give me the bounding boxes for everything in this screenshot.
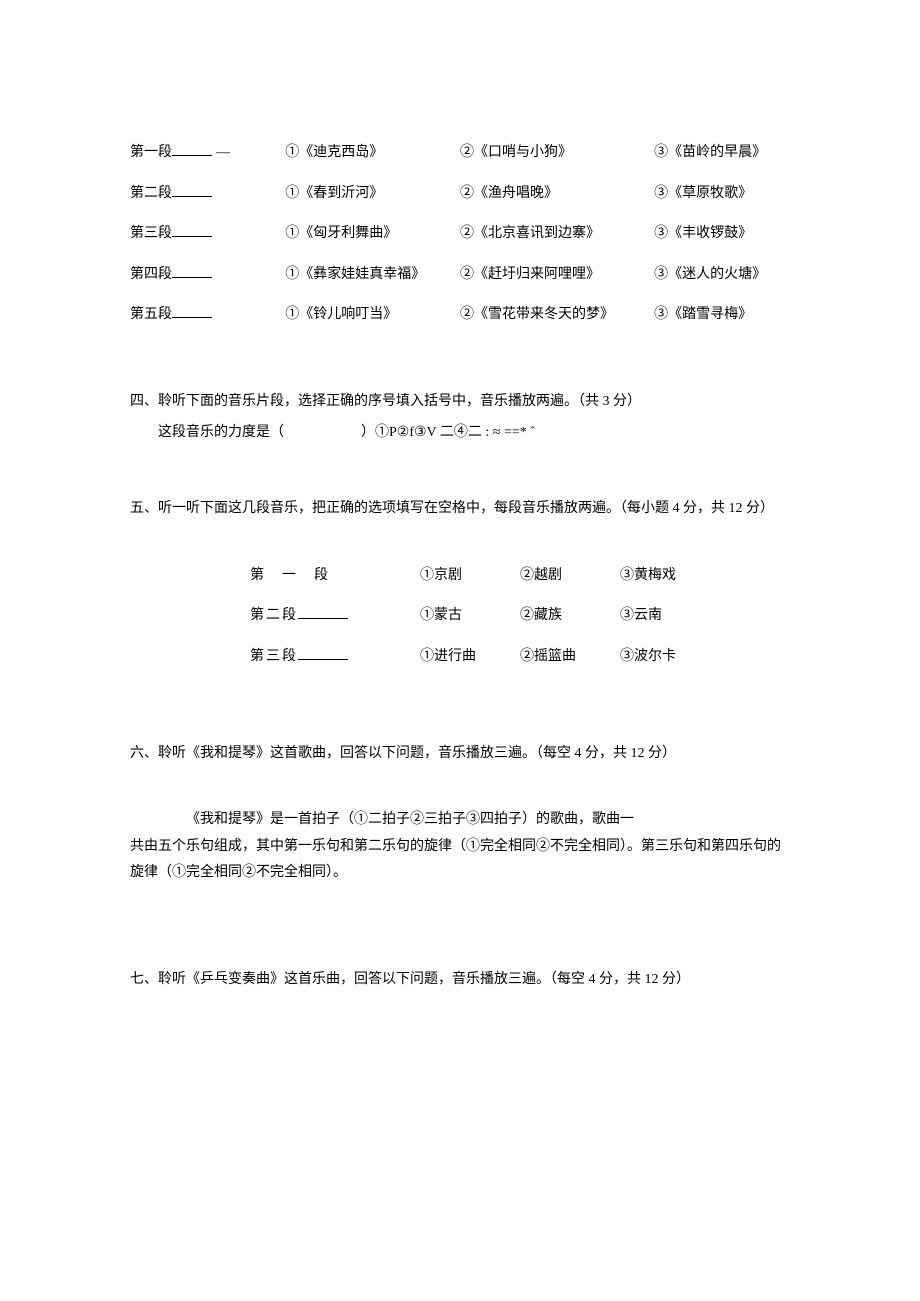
fill-blank[interactable]: [172, 264, 212, 278]
option-2: ②摇篮曲: [520, 644, 620, 671]
question-5: 五、听一听下面这几段音乐，把正确的选项填写在空格中，每段音乐播放两遍。（每小题 …: [130, 496, 790, 670]
segment-label-text: 第一段: [130, 140, 172, 167]
q5-segment-label: 第一段: [250, 563, 420, 590]
option-1: ①京剧: [420, 563, 520, 590]
fill-blank[interactable]: [172, 183, 212, 197]
fill-blank[interactable]: [172, 223, 212, 237]
q6-heading: 六、聆听《我和提琴》这首歌曲，回答以下问题，音乐播放三遍。（每空 4 分，共 1…: [130, 741, 790, 768]
option-3: ③《踏雪寻梅》: [654, 302, 790, 329]
option-1: ①进行曲: [420, 644, 520, 671]
q4-body-post: ）①P②f③V 二④二 : ≈ ==* ˆ: [361, 425, 535, 440]
option-1: ①《铃儿响叮当》: [285, 302, 460, 329]
segment-label-text: 第三段: [250, 644, 298, 671]
q3-segment-label: 第五段: [130, 302, 285, 329]
option-1: ①《春到沂河》: [285, 181, 460, 208]
q4-body: 这段音乐的力度是（ ）①P②f③V 二④二 : ≈ ==* ˆ: [158, 420, 790, 447]
q3-segment-label: 第一段 —: [130, 140, 285, 167]
q3-row: 第四段 ①《彝家娃娃真幸福》②《赶圩归来阿哩哩》③《迷人的火塘》: [130, 262, 790, 289]
q4-body-pre: 这段音乐的力度是（: [158, 425, 284, 440]
q5-heading: 五、听一听下面这几段音乐，把正确的选项填写在空格中，每段音乐播放两遍。（每小题 …: [130, 496, 790, 523]
segment-label-text: 第四段: [130, 262, 172, 289]
segment-label-text: 第一段: [250, 563, 346, 590]
option-3: ③《苗岭的早晨》: [654, 140, 790, 167]
option-2: ②越剧: [520, 563, 620, 590]
option-2: ②《赶圩归来阿哩哩》: [460, 262, 654, 289]
fill-blank[interactable]: [172, 304, 212, 318]
segment-label-text: 第三段: [130, 221, 172, 248]
q6-line2: 共由五个乐句组成，其中第一乐句和第二乐句的旋律（①完全相同②不完全相同）。第三乐…: [130, 834, 790, 887]
option-1: ①《匈牙利舞曲》: [285, 221, 460, 248]
q3-row: 第三段 ①《匈牙利舞曲》②《北京喜讯到边寨》③《丰收锣鼓》: [130, 221, 790, 248]
q3-row: 第一段 — ①《迪克西岛》②《口哨与小狗》③《苗岭的早晨》: [130, 140, 790, 167]
q3-segment-label: 第四段: [130, 262, 285, 289]
q3-segment-label: 第三段: [130, 221, 285, 248]
option-2: ②《渔舟唱晚》: [460, 181, 654, 208]
q5-segment-label: 第二段: [250, 603, 420, 630]
option-1: ①《迪克西岛》: [285, 140, 460, 167]
q5-row: 第一段 ①京剧②越剧③黄梅戏: [250, 563, 790, 590]
q3-segment-label: 第二段: [130, 181, 285, 208]
segment-label-text: 第二段: [250, 603, 298, 630]
segment-label-text: 第二段: [130, 181, 172, 208]
segment-label-text: 第五段: [130, 302, 172, 329]
q5-row: 第二段 ①蒙古②藏族③云南: [250, 603, 790, 630]
q6-body: 《我和提琴》是一首拍子（①二拍子②三拍子③四拍子）的歌曲，歌曲一 共由五个乐句组…: [130, 807, 790, 887]
option-2: ②《北京喜讯到边寨》: [460, 221, 654, 248]
option-2: ②《雪花带来冬天的梦》: [460, 302, 654, 329]
q5-table: 第一段①京剧②越剧③黄梅戏第二段 ①蒙古②藏族③云南第三段 ①进行曲②摇篮曲③波…: [250, 563, 790, 671]
option-3: ③波尔卡: [620, 644, 720, 671]
question-3-table: 第一段 — ①《迪克西岛》②《口哨与小狗》③《苗岭的早晨》第二段 ①《春到沂河》②《渔…: [130, 140, 790, 329]
q3-row: 第二段 ①《春到沂河》②《渔舟唱晚》③《草原牧歌》: [130, 181, 790, 208]
option-1: ①《彝家娃娃真幸福》: [285, 262, 460, 289]
question-4: 四、聆听下面的音乐片段，选择正确的序号填入括号中，音乐播放两遍。（共 3 分） …: [130, 389, 790, 446]
question-6: 六、聆听《我和提琴》这首歌曲，回答以下问题，音乐播放三遍。（每空 4 分，共 1…: [130, 741, 790, 887]
option-1: ①蒙古: [420, 603, 520, 630]
q5-row: 第三段 ①进行曲②摇篮曲③波尔卡: [250, 644, 790, 671]
option-2: ②《口哨与小狗》: [460, 140, 654, 167]
q4-heading: 四、聆听下面的音乐片段，选择正确的序号填入括号中，音乐播放两遍。（共 3 分）: [130, 389, 790, 416]
fill-blank[interactable]: [172, 142, 212, 156]
fill-blank[interactable]: [298, 605, 348, 619]
q3-row: 第五段 ①《铃儿响叮当》②《雪花带来冬天的梦》③《踏雪寻梅》: [130, 302, 790, 329]
option-3: ③《丰收锣鼓》: [654, 221, 790, 248]
option-3: ③《迷人的火塘》: [654, 262, 790, 289]
question-7: 七、聆听《乒乓变奏曲》这首乐曲，回答以下问题，音乐播放三遍。（每空 4 分，共 …: [130, 967, 790, 994]
option-2: ②藏族: [520, 603, 620, 630]
option-3: ③黄梅戏: [620, 563, 720, 590]
dash: —: [216, 140, 230, 167]
option-3: ③云南: [620, 603, 720, 630]
option-3: ③《草原牧歌》: [654, 181, 790, 208]
q7-heading: 七、聆听《乒乓变奏曲》这首乐曲，回答以下问题，音乐播放三遍。（每空 4 分，共 …: [130, 967, 790, 994]
q6-line1: 《我和提琴》是一首拍子（①二拍子②三拍子③四拍子）的歌曲，歌曲一: [186, 807, 790, 834]
fill-blank[interactable]: [298, 646, 348, 660]
q5-segment-label: 第三段: [250, 644, 420, 671]
